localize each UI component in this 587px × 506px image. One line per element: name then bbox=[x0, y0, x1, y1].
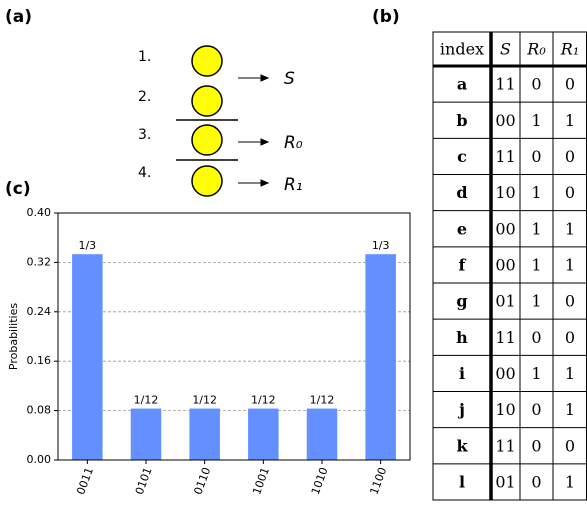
cell: 0 bbox=[565, 292, 575, 311]
value-label: 1/12 bbox=[192, 394, 217, 407]
item-number: 1. bbox=[138, 49, 151, 65]
panel-label: (b) bbox=[372, 7, 400, 27]
row-index: f bbox=[459, 255, 467, 274]
cell: 0 bbox=[531, 328, 541, 347]
cell: 10 bbox=[495, 400, 515, 419]
x-tick-label: 1010 bbox=[309, 466, 331, 497]
cell: 0 bbox=[531, 75, 541, 94]
bar bbox=[72, 254, 103, 460]
y-tick-label: 0.16 bbox=[27, 354, 52, 367]
row-index: h bbox=[456, 328, 468, 347]
y-tick-label: 0.08 bbox=[27, 404, 52, 417]
row-index: g bbox=[456, 292, 467, 311]
cell: 1 bbox=[531, 364, 541, 383]
y-axis-label: Probabilities bbox=[7, 303, 20, 370]
arrow-head bbox=[260, 179, 270, 187]
item-number: 2. bbox=[138, 89, 151, 105]
cell: 0 bbox=[531, 400, 541, 419]
item-number: 4. bbox=[138, 165, 151, 181]
cell: 1 bbox=[565, 400, 575, 419]
y-tick-label: 0.40 bbox=[27, 206, 52, 219]
cell: 0 bbox=[531, 147, 541, 166]
x-tick-label: 0110 bbox=[192, 466, 214, 497]
row-index: d bbox=[456, 183, 467, 202]
cell: 00 bbox=[495, 219, 515, 238]
cell: 00 bbox=[495, 111, 515, 130]
output-label: R₀ bbox=[284, 133, 303, 153]
output-label: S bbox=[284, 69, 295, 89]
value-label: 1/12 bbox=[134, 394, 159, 407]
column-header: index bbox=[440, 40, 484, 59]
qubit bbox=[191, 165, 223, 197]
column-header: S bbox=[500, 40, 511, 59]
value-label: 1/3 bbox=[372, 239, 390, 252]
cell: 0 bbox=[565, 436, 575, 455]
qubit bbox=[191, 85, 223, 117]
column-header: R₁ bbox=[560, 40, 579, 59]
panel-label: (a) bbox=[5, 7, 32, 27]
qubit bbox=[191, 45, 223, 77]
x-tick-label: 0011 bbox=[74, 466, 96, 497]
y-tick-label: 0.24 bbox=[27, 305, 52, 318]
chart: 0.00 0.08 0.16 0.24 0.32 0.40 Probabilities 1/3… bbox=[7, 206, 411, 497]
cell: 1 bbox=[531, 111, 541, 130]
cell: 01 bbox=[495, 292, 515, 311]
item-number: 3. bbox=[138, 127, 151, 143]
cell: 1 bbox=[531, 292, 541, 311]
row-index: l bbox=[459, 472, 465, 491]
cell: 1 bbox=[565, 219, 575, 238]
cell: 1 bbox=[565, 255, 575, 274]
bar bbox=[306, 408, 338, 460]
row-index: j bbox=[457, 400, 465, 419]
bar bbox=[365, 254, 396, 460]
value-label: 1/12 bbox=[251, 394, 276, 407]
qubit-diagram: 1. 2. 3. 4. S R₀ R₁ bbox=[138, 45, 303, 197]
cell: 1 bbox=[565, 111, 575, 130]
x-tick-label: 1100 bbox=[368, 466, 390, 497]
cell: 0 bbox=[565, 183, 575, 202]
arrow-head bbox=[260, 74, 270, 82]
cell: 01 bbox=[495, 472, 515, 491]
cell: 1 bbox=[565, 364, 575, 383]
y-tick-label: 0.32 bbox=[27, 255, 52, 268]
cell: 0 bbox=[531, 472, 541, 491]
cell: 1 bbox=[531, 255, 541, 274]
x-tick-label: 1001 bbox=[250, 466, 272, 497]
cell: 00 bbox=[495, 364, 515, 383]
value-label: 1/3 bbox=[78, 239, 96, 252]
cell: 11 bbox=[495, 147, 515, 166]
arrow-head bbox=[260, 138, 270, 146]
row-index: k bbox=[456, 436, 468, 455]
bar bbox=[130, 408, 162, 460]
cell: 0 bbox=[565, 75, 575, 94]
value-label: 1/12 bbox=[310, 394, 335, 407]
cell: 11 bbox=[495, 436, 515, 455]
y-tick-label: 0.00 bbox=[27, 453, 52, 466]
column-header: R₀ bbox=[526, 40, 546, 59]
cell: 1 bbox=[531, 183, 541, 202]
qubit bbox=[191, 124, 223, 156]
row-index: i bbox=[459, 364, 465, 383]
cell: 0 bbox=[565, 328, 575, 347]
cell: 10 bbox=[495, 183, 515, 202]
bar bbox=[189, 408, 220, 460]
panel-label: (c) bbox=[5, 179, 31, 199]
cell: 11 bbox=[495, 328, 515, 347]
cell: 00 bbox=[495, 255, 515, 274]
cell: 1 bbox=[531, 219, 541, 238]
cell: 0 bbox=[565, 147, 575, 166]
cell: 11 bbox=[495, 75, 515, 94]
plot-frame bbox=[57, 212, 411, 461]
cell: 0 bbox=[531, 436, 541, 455]
row-index: a bbox=[457, 75, 467, 94]
row-index: e bbox=[457, 219, 467, 238]
cell: 1 bbox=[565, 472, 575, 491]
row-index: b bbox=[456, 111, 467, 130]
bar bbox=[248, 408, 279, 460]
output-label: R₁ bbox=[284, 175, 303, 195]
table: index S R₀ R₁a 11 0 0b 00 1 1c 11 0 0d 10 1 0e 00 1 1f 00 1 1… bbox=[432, 31, 587, 501]
row-index: c bbox=[457, 147, 467, 166]
x-tick-label: 0101 bbox=[133, 466, 155, 497]
